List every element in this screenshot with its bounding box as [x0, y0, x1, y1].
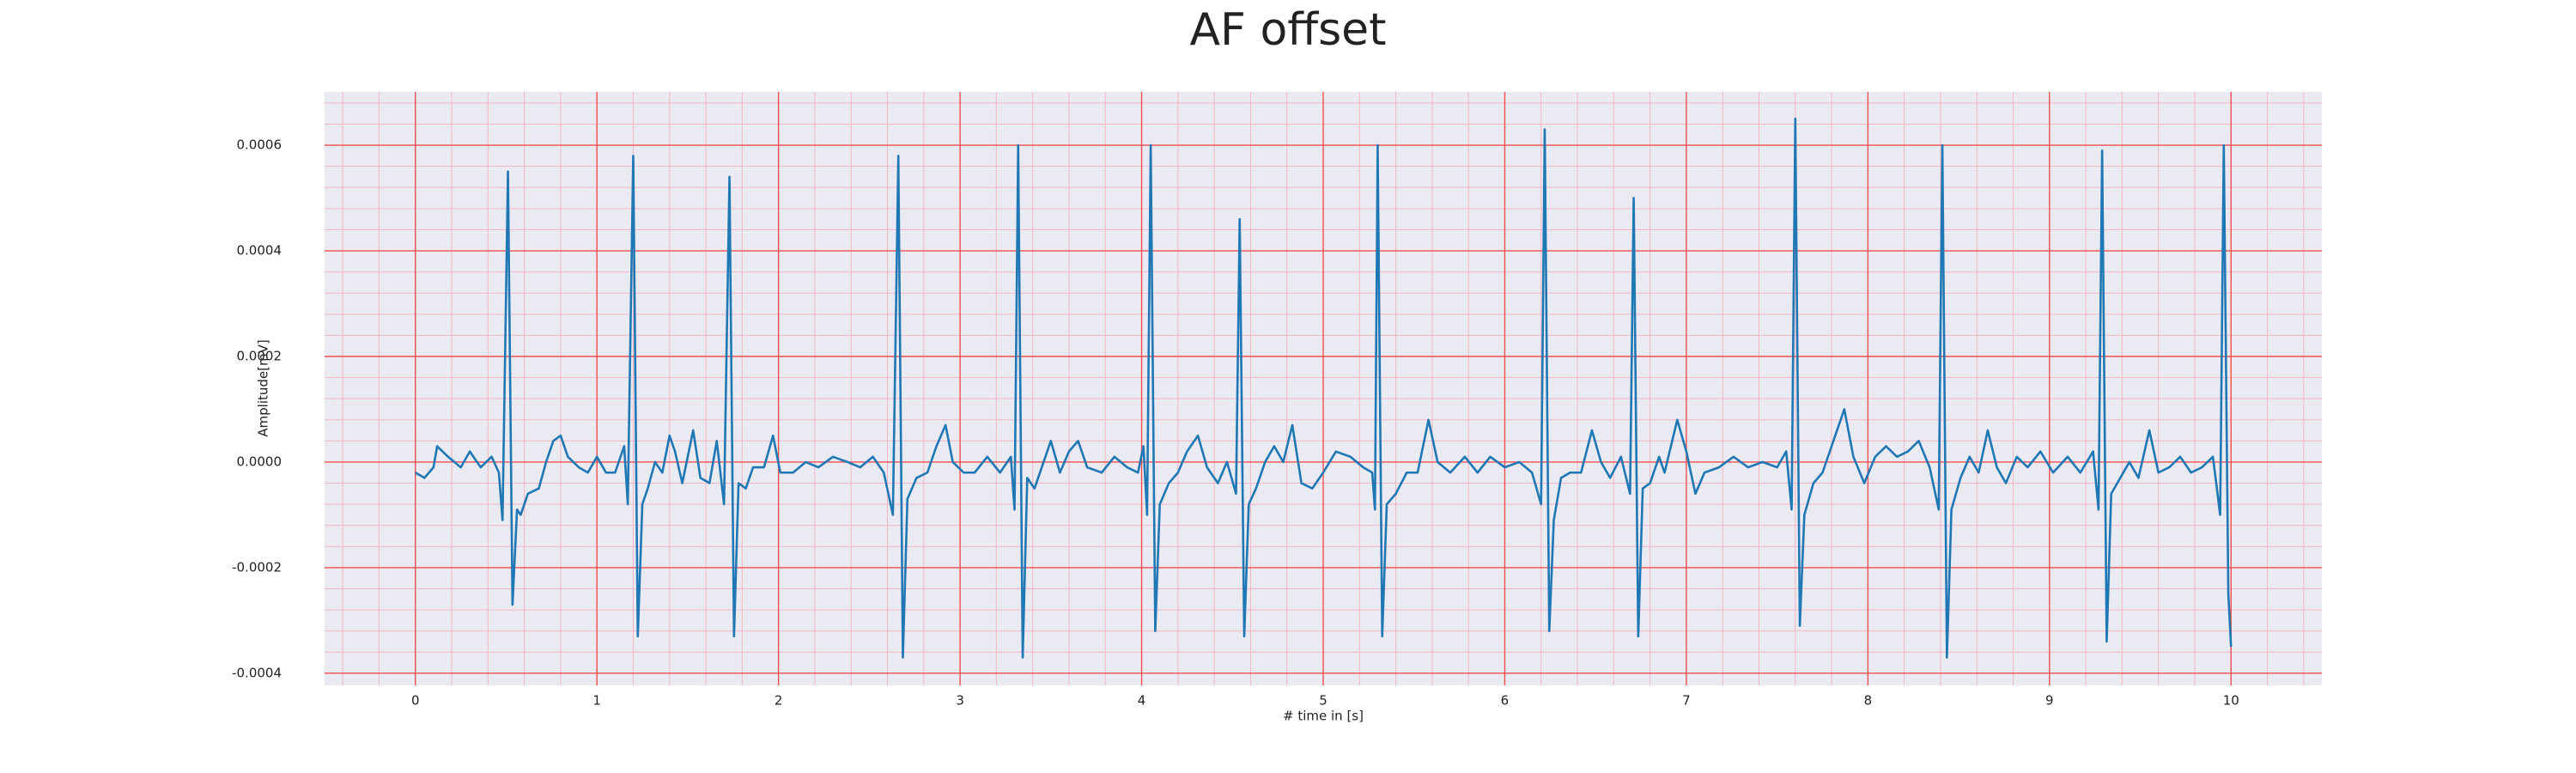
y-tick-label: 0.0006 — [237, 137, 283, 153]
x-tick-label: 2 — [775, 693, 783, 709]
y-tick-label: 0.0000 — [237, 453, 283, 469]
x-tick-label: 10 — [2223, 693, 2239, 709]
x-tick-label: 4 — [1138, 693, 1146, 709]
signal-line — [415, 118, 2233, 659]
x-tick-label: 5 — [1319, 693, 1327, 709]
y-tick-label: -0.0004 — [232, 665, 282, 680]
x-tick-label: 8 — [1864, 693, 1873, 709]
chart-title: AF offset — [1189, 4, 1386, 56]
x-tick-label: 9 — [2045, 693, 2054, 709]
y-tick-label: -0.0002 — [232, 559, 282, 575]
y-axis-label: Amplitude[mV] — [256, 339, 271, 436]
y-tick-label: 0.0002 — [237, 348, 283, 363]
y-tick-label: 0.0004 — [237, 243, 283, 259]
x-tick-label: 1 — [592, 693, 601, 709]
x-tick-label: 0 — [411, 693, 420, 709]
x-tick-label: 6 — [1501, 693, 1510, 709]
x-tick-label: 3 — [956, 693, 964, 709]
x-tick-label: 7 — [1682, 693, 1691, 709]
x-axis-label: # time in [s] — [1283, 709, 1364, 724]
